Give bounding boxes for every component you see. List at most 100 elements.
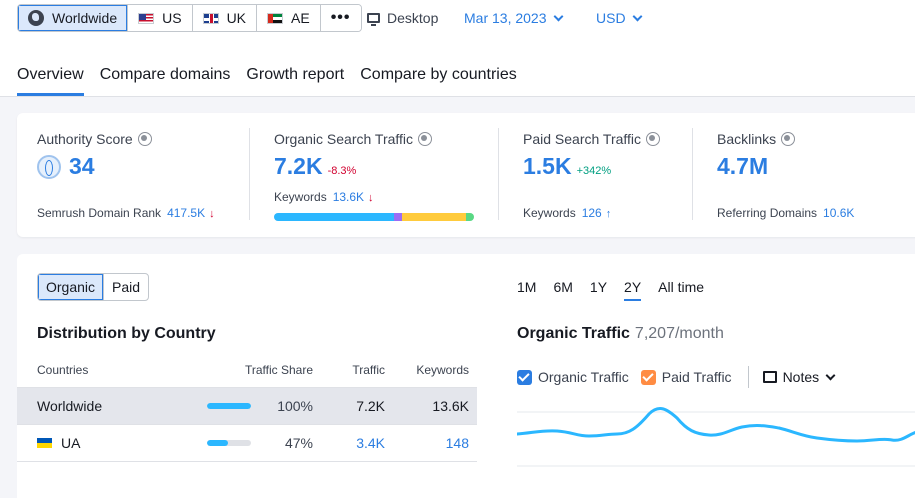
legend-paid-traffic[interactable]: Paid Traffic xyxy=(640,369,732,385)
metric-divider xyxy=(692,128,693,220)
paid-traffic-number[interactable]: 1.5K xyxy=(523,153,572,179)
paid-toggle-button[interactable]: Paid xyxy=(112,279,141,295)
ae-flag-icon xyxy=(267,12,284,24)
notes-dropdown[interactable]: Notes xyxy=(762,369,836,385)
domain-rank: Semrush Domain Rank 417.5K ↓ xyxy=(37,206,215,220)
period-1y[interactable]: 1Y xyxy=(589,279,608,295)
domain-rank-value[interactable]: 417.5K xyxy=(167,206,206,220)
authority-score-icon xyxy=(37,154,61,179)
legend-label: Organic Traffic xyxy=(538,369,629,385)
ua-flag-icon xyxy=(37,438,52,448)
col-countries[interactable]: Countries xyxy=(37,362,89,377)
arrow-down-icon: ↓ xyxy=(368,192,374,204)
more-regions-button[interactable]: ••• xyxy=(320,5,361,31)
paid-keywords: Keywords 126 ↑ xyxy=(523,206,611,220)
note-icon xyxy=(762,371,777,383)
keywords-value[interactable]: 148 xyxy=(445,435,469,451)
referring-domains: Referring Domains 10.6K xyxy=(717,206,854,220)
chevron-down-icon xyxy=(553,11,563,21)
chevron-down-icon xyxy=(825,370,836,380)
keyword-distribution-segment xyxy=(274,213,394,221)
date-selector[interactable]: Mar 13, 2023 xyxy=(464,10,563,26)
device-selector[interactable]: Desktop xyxy=(367,10,438,26)
share-bar-fill xyxy=(207,403,251,409)
authority-score-label: Authority Score xyxy=(37,131,152,147)
chart-title: Organic Traffic 7,207/month xyxy=(517,325,724,343)
referring-domains-value[interactable]: 10.6K xyxy=(823,206,855,220)
traffic-share: 47% xyxy=(284,435,313,451)
organic-traffic-delta: -8.3% xyxy=(327,165,357,177)
backlinks-title: Backlinks xyxy=(717,131,777,147)
table-row[interactable]: Worldwide 100% 7.2K 13.6K xyxy=(17,388,477,425)
us-flag-icon xyxy=(138,12,155,24)
tab-overview[interactable]: Overview xyxy=(17,66,84,96)
authority-score-value: 34 xyxy=(37,153,95,180)
col-traffic-share[interactable]: Traffic Share xyxy=(244,362,313,377)
organic-traffic-title: Organic Search Traffic xyxy=(274,131,414,147)
chart-subtitle: 7,207/month xyxy=(634,325,724,342)
keyword-distribution-bar[interactable] xyxy=(274,213,474,221)
region-selector: Worldwide US UK AE ••• xyxy=(17,4,362,32)
organic-traffic-line xyxy=(517,407,915,443)
chart-legend: Organic Traffic Paid Traffic Notes xyxy=(517,366,836,388)
backlinks-number[interactable]: 4.7M xyxy=(717,153,769,179)
region-us-button[interactable]: US xyxy=(128,5,193,31)
globe-icon xyxy=(28,10,44,26)
desktop-icon xyxy=(367,13,380,26)
region-label: Worldwide xyxy=(52,10,118,26)
organic-keywords-label: Keywords xyxy=(274,190,327,204)
info-icon[interactable] xyxy=(781,132,796,146)
paid-keywords-label: Keywords xyxy=(523,206,576,220)
keyword-distribution-segment xyxy=(466,213,474,221)
region-ae-button[interactable]: AE xyxy=(257,5,321,31)
info-icon[interactable] xyxy=(418,132,433,146)
organic-traffic-value: 7.2K -8.3% xyxy=(274,153,356,180)
country-name: UA xyxy=(61,435,81,451)
col-traffic[interactable]: Traffic xyxy=(352,362,385,377)
organic-keywords: Keywords 13.6K ↓ xyxy=(274,190,374,204)
distribution-card: Organic Paid Distribution by Country Cou… xyxy=(17,254,915,498)
referring-domains-label: Referring Domains xyxy=(717,206,818,220)
table-row[interactable]: UA 47% 3.4K 148 xyxy=(17,425,477,462)
tab-growth-report[interactable]: Growth report xyxy=(246,66,345,83)
paid-traffic-label: Paid Search Traffic xyxy=(523,131,661,147)
keyword-distribution-segment xyxy=(394,213,402,221)
authority-score-number[interactable]: 34 xyxy=(69,153,95,179)
tab-compare-by-countries[interactable]: Compare by countries xyxy=(360,66,517,83)
paid-traffic-title: Paid Search Traffic xyxy=(523,131,642,147)
organic-toggle-button[interactable]: Organic xyxy=(38,274,105,300)
metric-divider xyxy=(498,128,499,220)
notes-label: Notes xyxy=(782,369,820,385)
checkbox-checked-icon xyxy=(517,369,532,385)
info-icon[interactable] xyxy=(646,132,661,146)
traffic-type-toggle: Organic Paid xyxy=(37,273,150,301)
backlinks-label: Backlinks xyxy=(717,131,796,147)
traffic-value[interactable]: 3.4K xyxy=(356,435,385,451)
share-bar xyxy=(207,440,267,446)
checkbox-checked-icon xyxy=(640,369,656,385)
period-all-time[interactable]: All time xyxy=(658,279,705,295)
organic-traffic-chart[interactable] xyxy=(517,404,915,498)
metrics-card: Authority Score 34 Semrush Domain Rank 41… xyxy=(17,113,915,237)
organic-traffic-number[interactable]: 7.2K xyxy=(274,153,323,179)
info-icon[interactable] xyxy=(137,132,152,146)
currency-selector[interactable]: USD xyxy=(596,10,643,26)
arrow-up-icon: ↑ xyxy=(605,208,612,220)
period-6m[interactable]: 6M xyxy=(553,279,573,295)
tab-compare-domains[interactable]: Compare domains xyxy=(99,66,231,83)
region-uk-button[interactable]: UK xyxy=(192,5,258,31)
region-worldwide-button[interactable]: Worldwide xyxy=(18,5,129,31)
period-1m[interactable]: 1M xyxy=(517,279,537,295)
country-table: Countries Traffic Share Traffic Keywords… xyxy=(17,352,477,462)
legend-organic-traffic[interactable]: Organic Traffic xyxy=(517,369,629,385)
col-keywords[interactable]: Keywords xyxy=(416,362,469,377)
distribution-title: Distribution by Country xyxy=(37,325,216,342)
region-label: US xyxy=(162,10,182,26)
chevron-down-icon xyxy=(632,11,643,21)
period-2y[interactable]: 2Y xyxy=(624,279,642,301)
keyword-distribution-segment xyxy=(402,213,466,221)
paid-traffic-value: 1.5K +342% xyxy=(523,153,611,180)
paid-keywords-value[interactable]: 126 xyxy=(581,206,602,220)
organic-keywords-value[interactable]: 13.6K xyxy=(332,190,365,204)
keywords-value: 13.6K xyxy=(432,398,469,414)
